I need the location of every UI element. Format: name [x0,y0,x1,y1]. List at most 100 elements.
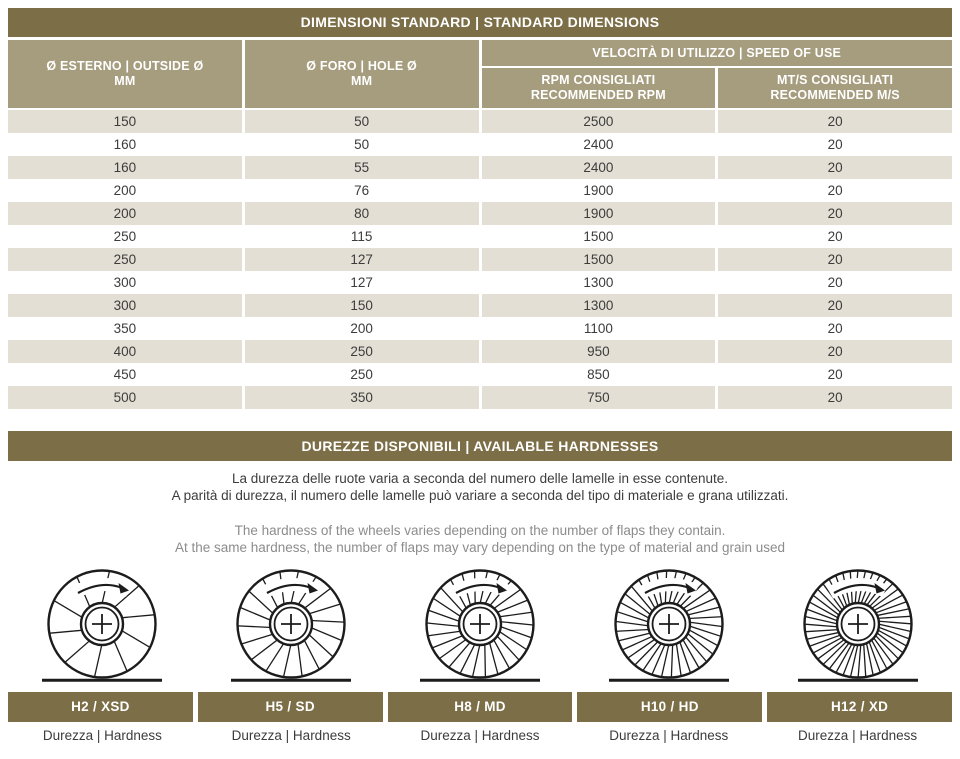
col-header-line: Ø ESTERNO | OUTSIDE Ø [46,59,204,73]
col-header-line: MT/S CONSIGLIATI [777,73,894,87]
table-cell: 1100 [481,317,716,340]
table-row: 400 250 950 20 [8,340,952,363]
table-cell: 160 [8,156,242,179]
hardness-sublabel: Durezza | Hardness [42,728,162,743]
table-cell: 115 [244,225,479,248]
table-cell: 80 [244,202,479,225]
wheel-illustration-cell [197,562,386,684]
available-hardnesses-section: DUREZZE DISPONIBILI | AVAILABLE HARDNESS… [8,431,952,743]
hardness-label: H10 / HD [577,692,763,722]
table-cell: 50 [244,110,479,133]
table-cell: 300 [8,294,242,317]
table-cell: 350 [8,317,242,340]
table-cell: 20 [718,340,952,363]
table-cell: 850 [481,363,716,386]
wheel-illustration-cell [8,562,197,684]
hardness-description-english: The hardness of the wheels varies depend… [8,522,952,556]
table-cell: 2400 [481,156,716,179]
table-cell: 20 [718,248,952,271]
table-cell: 20 [718,386,952,409]
table-cell: 1500 [481,248,716,271]
col-header-outside-diameter: Ø ESTERNO | OUTSIDE Ø MM [8,40,242,108]
table-cell: 20 [718,202,952,225]
table-row: 200 76 1900 20 [8,179,952,202]
col-header-line: RECOMMENDED RPM [530,88,666,102]
col-header-line: MM [351,74,373,88]
hardness-label: H12 / XD [767,692,952,722]
table-cell: 150 [8,110,242,133]
table-row: 250 127 1500 20 [8,248,952,271]
wheel-illustration-cell [386,562,575,684]
table-cell: 250 [244,340,479,363]
hardness-sublabel: Durezza | Hardness [798,728,918,743]
table-cell: 1300 [481,271,716,294]
rotation-arrow-icon [77,583,130,594]
table-row: 160 50 2400 20 [8,133,952,156]
table-row: 500 350 750 20 [8,386,952,409]
text-line: A parità di durezza, il numero delle lam… [171,488,789,503]
hardness-sublabels-row: Durezza | Hardness Durezza | Hardness Dure… [8,728,952,743]
table-body: 150 50 2500 20 160 50 2400 20 160 55 2400 20 200 76 19… [8,110,952,409]
table-cell: 1900 [481,202,716,225]
wheel-illustrations-row [8,562,952,684]
table-cell: 200 [244,317,479,340]
table-cell: 200 [8,179,242,202]
col-header-line: MM [114,74,136,88]
table-row: 150 50 2500 20 [8,110,952,133]
catalog-page: DIMENSIONI STANDARD | STANDARD DIMENSION… [8,8,952,743]
flap-wheel-illustration [42,569,163,682]
table-cell: 20 [718,225,952,248]
table-cell: 2400 [481,133,716,156]
table-header: Ø ESTERNO | OUTSIDE Ø MM Ø FORO | HOLE Ø… [8,40,952,108]
flap-wheel-illustration [797,569,918,682]
rotation-arrow-icon [266,583,319,594]
table-cell: 1500 [481,225,716,248]
flap-wheel-illustration [231,569,352,682]
table-cell: 20 [718,317,952,340]
table-cell: 20 [718,110,952,133]
table-row: 350 200 1100 20 [8,317,952,340]
table-cell: 500 [8,386,242,409]
standard-dimensions-section: DIMENSIONI STANDARD | STANDARD DIMENSION… [8,8,952,409]
hardness-sublabel: Durezza | Hardness [231,728,351,743]
text-line: At the same hardness, the number of flap… [174,540,786,555]
col-header-hole-diameter: Ø FORO | HOLE Ø MM [244,40,479,108]
flap-wheel-illustration [608,569,729,682]
hardness-labels-row: H2 / XSD H5 / SD H8 / MD H10 / HD H12 / XD [8,692,952,722]
hardness-sublabel: Durezza | Hardness [420,728,540,743]
hardness-description-italian: La durezza delle ruote varia a seconda d… [8,470,952,504]
table-row: 200 80 1900 20 [8,202,952,225]
table-cell: 1900 [481,179,716,202]
hardness-label: H8 / MD [387,692,573,722]
col-header-speed-of-use: VELOCITÀ DI UTILIZZO | SPEED OF USE [481,40,952,66]
wheel-illustration-cell [574,562,763,684]
wheel-illustration-cell [763,562,952,684]
table-cell: 20 [718,294,952,317]
text-line: The hardness of the wheels varies depend… [234,523,726,538]
text-line: La durezza delle ruote varia a seconda d… [231,471,729,486]
table-cell: 250 [244,363,479,386]
col-header-line: Ø FORO | HOLE Ø [306,59,417,73]
rotation-arrow-icon [644,583,696,594]
table-cell: 20 [718,133,952,156]
table-cell: 127 [244,271,479,294]
table-row: 300 150 1300 20 [8,294,952,317]
table-cell: 1300 [481,294,716,317]
hardness-label: H5 / SD [197,692,383,722]
table-cell: 300 [8,271,242,294]
section-title-standard-dimensions: DIMENSIONI STANDARD | STANDARD DIMENSION… [8,8,952,37]
table-cell: 50 [244,133,479,156]
table-cell: 400 [8,340,242,363]
table-cell: 150 [244,294,479,317]
rotation-arrow-icon [455,583,507,594]
hardness-sublabel: Durezza | Hardness [609,728,729,743]
table-cell: 160 [8,133,242,156]
table-cell: 55 [244,156,479,179]
table-cell: 20 [718,179,952,202]
table-cell: 76 [244,179,479,202]
table-cell: 2500 [481,110,716,133]
table-cell: 250 [8,225,242,248]
table-cell: 450 [8,363,242,386]
table-cell: 750 [481,386,716,409]
col-header-recommended-ms: MT/S CONSIGLIATI RECOMMENDED M/S [718,68,952,108]
